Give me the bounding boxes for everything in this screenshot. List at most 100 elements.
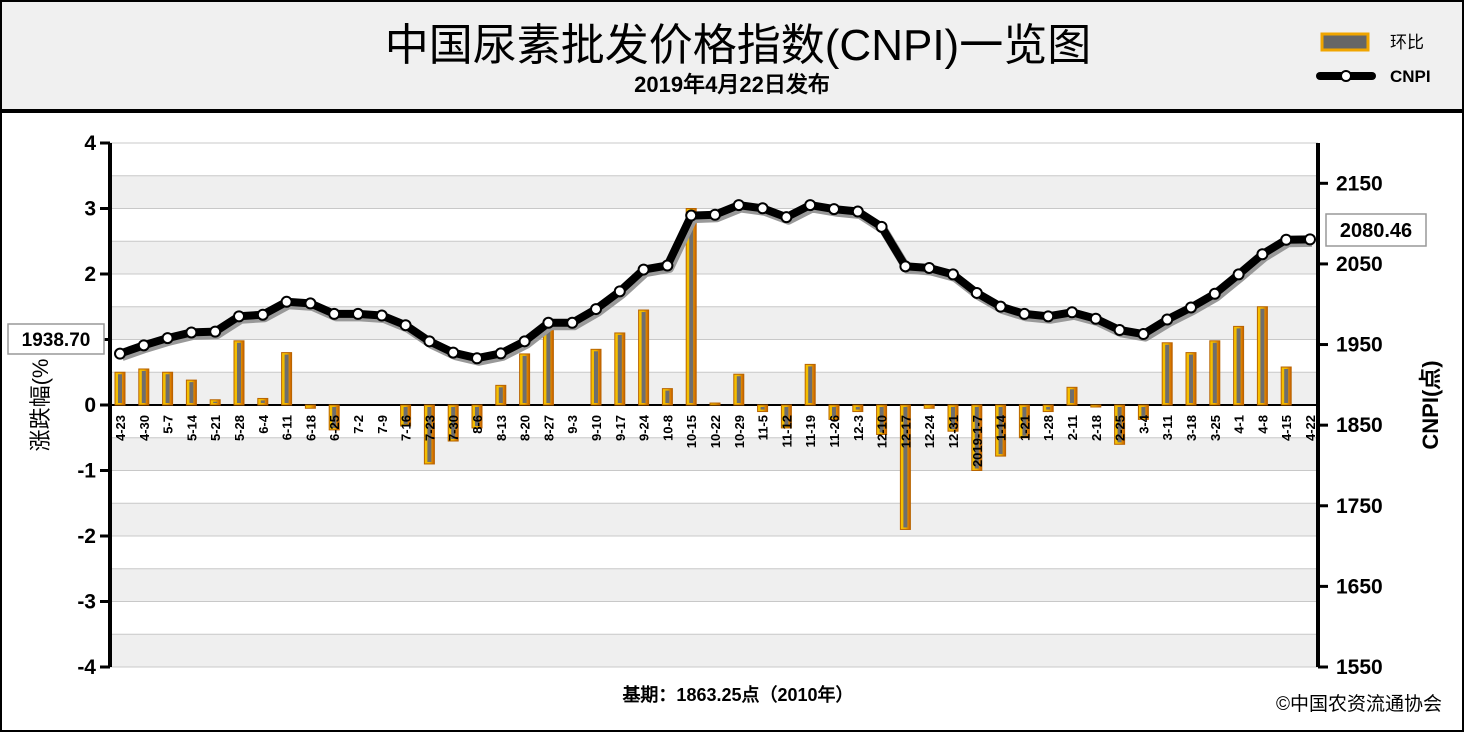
bar: [852, 404, 864, 413]
bar: [1042, 404, 1054, 413]
category-label: 5-28: [232, 415, 247, 441]
category-label: 10-15: [684, 415, 699, 448]
bar: [1233, 325, 1245, 406]
cnpi-point: [875, 220, 888, 233]
bar: [162, 371, 174, 406]
category-label: 8-13: [494, 415, 509, 441]
category-label: 4-30: [137, 415, 152, 441]
cnpi-point: [161, 332, 174, 345]
category-label: 11-12: [779, 415, 794, 448]
cnpi-point: [1280, 233, 1293, 246]
chart-subtitle: 2019年4月22日发布: [634, 72, 830, 97]
bar: [709, 402, 721, 406]
cnpi-point: [1018, 307, 1031, 320]
cnpi-point: [780, 211, 793, 224]
cnpi-point: [137, 339, 150, 352]
category-label: 9-10: [589, 415, 604, 441]
bar: [281, 352, 293, 406]
cnpi-point: [851, 205, 864, 218]
category-label: 5-7: [161, 415, 176, 434]
category-label: 9-24: [637, 414, 652, 441]
cnpi-point: [209, 325, 222, 338]
bar-series: [114, 208, 1292, 530]
cnpi-point: [994, 300, 1007, 313]
bar: [304, 404, 316, 409]
cnpi-point: [256, 308, 269, 321]
bar: [1280, 366, 1292, 406]
cnpi-point: [1137, 328, 1150, 341]
bar: [899, 404, 911, 530]
bar: [733, 373, 745, 406]
category-label: 1-21: [1017, 415, 1032, 441]
cnpi-point: [185, 326, 198, 339]
cnpi-point: [828, 203, 840, 216]
source-credit: ©中国农资流通协会: [1276, 693, 1442, 715]
category-label: 8-20: [518, 415, 533, 441]
cnpi-point: [947, 268, 959, 281]
right-axis-tick-label: 1550: [1336, 656, 1383, 679]
category-label: 9-17: [613, 415, 628, 441]
left-axis-title: 涨跌幅(%: [28, 359, 53, 452]
right-axis-tick-label: 2050: [1336, 253, 1383, 276]
cnpi-point: [566, 316, 579, 329]
left-axis-tick-label: -3: [77, 591, 96, 614]
category-label: 4-1: [1232, 415, 1247, 434]
left-axis-tick-label: -4: [77, 656, 96, 679]
cnpi-point: [709, 208, 721, 221]
cnpi-point: [661, 259, 674, 272]
bar: [400, 404, 412, 427]
category-label: 11-5: [756, 415, 771, 440]
category-label: 9-3: [565, 415, 580, 434]
cnpi-point: [613, 285, 626, 298]
cnpi-point: [375, 309, 388, 322]
bar: [519, 353, 531, 406]
right-axis-title: CNPI(点): [1418, 360, 1443, 449]
last-callout-box: [1325, 213, 1427, 247]
left-axis-tick-label: -2: [77, 525, 96, 548]
cnpi-point: [1232, 268, 1245, 281]
left-axis-tick-label: 0: [84, 394, 96, 417]
bar: [1185, 352, 1197, 406]
first-callout-box: [7, 323, 105, 355]
cnpi-point: [590, 303, 602, 316]
cnpi-point: [471, 352, 483, 365]
bar: [685, 208, 697, 406]
bar: [447, 404, 459, 442]
category-label: 12-17: [898, 415, 913, 448]
cnpi-point: [685, 209, 698, 222]
bar: [1209, 340, 1221, 406]
bar: [757, 404, 769, 413]
cnpi-point: [1208, 287, 1221, 300]
cnpi-point: [399, 319, 412, 332]
category-label: 1-14: [994, 414, 1009, 441]
bar: [1161, 342, 1173, 406]
category-label: 4-22: [1303, 415, 1318, 441]
bar: [1090, 404, 1102, 408]
last-value-callout: 2080.46: [1325, 213, 1427, 247]
grid-band: [110, 175, 1318, 209]
last-callout-text: 2080.46: [1340, 220, 1412, 242]
bar: [638, 309, 650, 406]
bar: [209, 399, 221, 406]
right-axis-tick-label: 2150: [1336, 172, 1383, 195]
bar: [780, 404, 792, 429]
first-callout-text: 1938.70: [22, 330, 91, 351]
left-axis-tick-label: -1: [77, 460, 96, 483]
cnpi-point: [1113, 324, 1126, 337]
category-label: 5-14: [184, 414, 199, 441]
cnpi-point: [1042, 310, 1055, 323]
category-label: 2019-1-7: [970, 415, 985, 467]
cnpi-point: [732, 199, 745, 212]
category-labels: 4-23 4-30 5-7 5-14 5-21 5-28 6-4 6-11 6-18 6-25 7-…: [113, 414, 1318, 467]
category-label: 11-19: [803, 415, 818, 448]
category-label: 3-18: [1184, 415, 1199, 441]
legend: 环比 CNPI: [1316, 32, 1431, 86]
cnpi-point: [637, 263, 650, 276]
bar: [138, 368, 150, 406]
category-label: 4-23: [113, 415, 128, 441]
cnpi-point: [970, 286, 983, 299]
grid-band: [110, 241, 1318, 274]
cnpi-point: [423, 335, 436, 348]
grid-band: [110, 503, 1318, 536]
